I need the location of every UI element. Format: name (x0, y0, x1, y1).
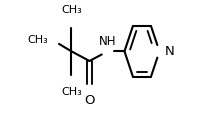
Text: N: N (165, 45, 175, 58)
Text: CH₃: CH₃ (61, 5, 82, 15)
Text: NH: NH (99, 35, 116, 48)
Text: CH₃: CH₃ (27, 35, 48, 45)
Text: O: O (84, 94, 95, 107)
Text: CH₃: CH₃ (61, 87, 82, 97)
